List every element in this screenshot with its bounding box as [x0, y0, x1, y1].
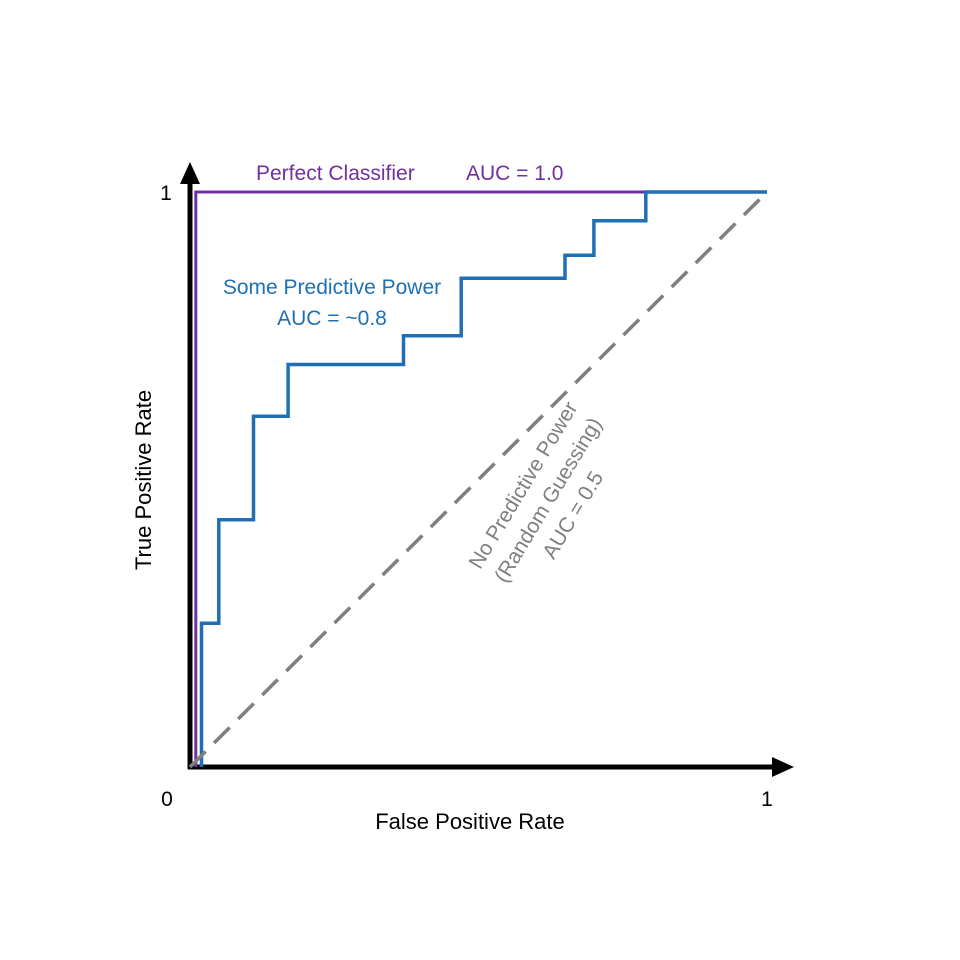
- x-tick-label: 1: [761, 788, 773, 811]
- series-line-some: [199, 190, 767, 767]
- y-tick-label: 1: [160, 182, 172, 205]
- axes: 0 1 1 False Positive Rate True Positive Rate: [131, 162, 794, 834]
- annotation-some-auc: AUC = ~0.8: [277, 307, 387, 330]
- series-layer: [188, 190, 769, 769]
- series-line-perfect: [194, 190, 767, 767]
- annotation-perfect-auc: AUC = 1.0: [466, 162, 563, 185]
- x-axis-label: False Positive Rate: [375, 809, 565, 834]
- annotation-random-group: No Predictive Power(Random Guessing)AUC …: [465, 398, 609, 587]
- annotation-perfect-name: Perfect Classifier: [256, 162, 415, 185]
- y-axis-arrow-icon: [180, 162, 200, 184]
- x-tick-label: 0: [161, 788, 173, 811]
- annotation-some-name: Some Predictive Power: [223, 276, 441, 299]
- labels-layer: Perfect Classifier AUC = 1.0 Some Predicti…: [223, 162, 609, 587]
- y-axis-label: True Positive Rate: [131, 390, 156, 570]
- x-axis-arrow-icon: [772, 757, 794, 777]
